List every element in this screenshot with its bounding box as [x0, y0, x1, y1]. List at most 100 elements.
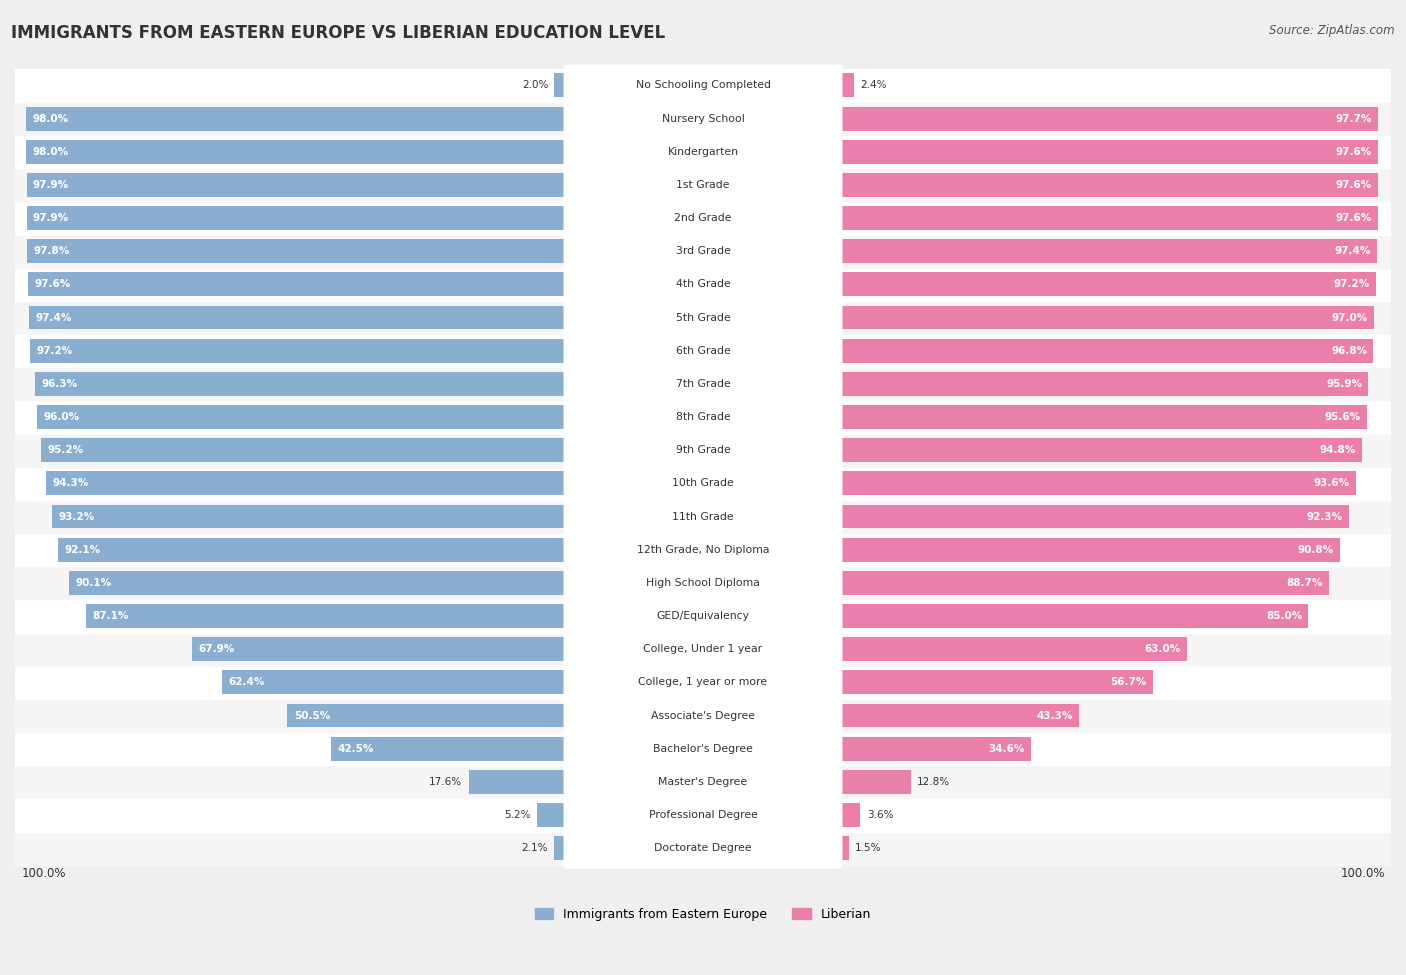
FancyBboxPatch shape — [564, 64, 842, 106]
Bar — [287, 704, 565, 727]
Bar — [841, 770, 911, 794]
Bar — [15, 136, 1391, 169]
Bar — [15, 832, 1391, 865]
Text: 95.6%: 95.6% — [1324, 412, 1361, 422]
Text: 2.4%: 2.4% — [860, 80, 887, 91]
Text: Associate's Degree: Associate's Degree — [651, 711, 755, 721]
Text: Professional Degree: Professional Degree — [648, 810, 758, 820]
Text: 97.6%: 97.6% — [1336, 180, 1371, 190]
Bar — [15, 268, 1391, 301]
FancyBboxPatch shape — [564, 795, 842, 836]
FancyBboxPatch shape — [564, 330, 842, 371]
Bar — [841, 638, 1187, 661]
Bar — [15, 533, 1391, 566]
Bar — [86, 604, 565, 628]
Text: 96.0%: 96.0% — [44, 412, 79, 422]
Bar — [15, 169, 1391, 202]
Bar — [841, 472, 1355, 495]
Text: 97.2%: 97.2% — [1333, 280, 1369, 290]
FancyBboxPatch shape — [564, 164, 842, 206]
FancyBboxPatch shape — [564, 397, 842, 438]
Bar — [46, 472, 565, 495]
Text: 17.6%: 17.6% — [429, 777, 463, 787]
Bar — [27, 206, 565, 230]
Text: 97.6%: 97.6% — [35, 280, 70, 290]
Bar — [554, 837, 565, 860]
Bar — [69, 571, 565, 595]
Text: 5th Grade: 5th Grade — [676, 313, 730, 323]
Text: 97.6%: 97.6% — [1336, 214, 1371, 223]
Legend: Immigrants from Eastern Europe, Liberian: Immigrants from Eastern Europe, Liberian — [530, 903, 876, 925]
Bar — [841, 173, 1378, 197]
Bar — [841, 206, 1378, 230]
Text: 94.3%: 94.3% — [52, 479, 89, 488]
Text: 94.8%: 94.8% — [1320, 446, 1357, 455]
FancyBboxPatch shape — [564, 563, 842, 604]
Text: 12th Grade, No Diploma: 12th Grade, No Diploma — [637, 545, 769, 555]
Text: 12.8%: 12.8% — [917, 777, 950, 787]
Bar — [15, 732, 1391, 765]
FancyBboxPatch shape — [564, 629, 842, 670]
Text: 88.7%: 88.7% — [1286, 578, 1323, 588]
Text: 97.9%: 97.9% — [32, 180, 69, 190]
Text: 1.5%: 1.5% — [855, 843, 882, 853]
FancyBboxPatch shape — [564, 728, 842, 769]
Text: 42.5%: 42.5% — [337, 744, 374, 754]
Text: Source: ZipAtlas.com: Source: ZipAtlas.com — [1270, 24, 1395, 37]
Text: Bachelor's Degree: Bachelor's Degree — [652, 744, 754, 754]
FancyBboxPatch shape — [564, 496, 842, 537]
Bar — [37, 405, 565, 429]
Text: 93.6%: 93.6% — [1313, 479, 1350, 488]
Text: College, 1 year or more: College, 1 year or more — [638, 678, 768, 687]
FancyBboxPatch shape — [564, 230, 842, 272]
Text: 3rd Grade: 3rd Grade — [675, 247, 731, 256]
Text: 67.9%: 67.9% — [198, 644, 235, 654]
Bar — [15, 368, 1391, 401]
Bar — [841, 405, 1367, 429]
Bar — [841, 73, 853, 98]
Bar — [15, 202, 1391, 235]
Text: 100.0%: 100.0% — [21, 867, 66, 879]
Text: 63.0%: 63.0% — [1144, 644, 1181, 654]
Bar — [15, 600, 1391, 633]
Text: 50.5%: 50.5% — [294, 711, 330, 721]
Text: Doctorate Degree: Doctorate Degree — [654, 843, 752, 853]
Bar — [841, 704, 1078, 727]
Text: 92.1%: 92.1% — [65, 545, 101, 555]
FancyBboxPatch shape — [564, 529, 842, 570]
Bar — [27, 173, 565, 197]
Text: 4th Grade: 4th Grade — [676, 280, 730, 290]
Text: 43.3%: 43.3% — [1036, 711, 1073, 721]
Text: 96.8%: 96.8% — [1331, 346, 1367, 356]
Bar — [52, 505, 565, 528]
Text: 7th Grade: 7th Grade — [676, 379, 730, 389]
Bar — [15, 434, 1391, 467]
Bar — [537, 803, 565, 827]
Bar — [15, 235, 1391, 268]
FancyBboxPatch shape — [564, 197, 842, 239]
Bar — [15, 334, 1391, 368]
Bar — [41, 439, 565, 462]
Text: College, Under 1 year: College, Under 1 year — [644, 644, 762, 654]
Text: 93.2%: 93.2% — [59, 512, 94, 522]
Text: 2.0%: 2.0% — [522, 80, 548, 91]
Bar — [841, 571, 1329, 595]
FancyBboxPatch shape — [564, 695, 842, 736]
Bar — [841, 604, 1309, 628]
Bar — [332, 737, 565, 760]
FancyBboxPatch shape — [564, 363, 842, 405]
Text: 87.1%: 87.1% — [93, 611, 128, 621]
Text: 85.0%: 85.0% — [1265, 611, 1302, 621]
Text: 3.6%: 3.6% — [866, 810, 893, 820]
Text: 97.0%: 97.0% — [1331, 313, 1368, 323]
Bar — [554, 73, 565, 98]
Text: 97.7%: 97.7% — [1336, 113, 1372, 124]
Bar — [191, 638, 565, 661]
Text: 97.4%: 97.4% — [1334, 247, 1371, 256]
Bar — [15, 301, 1391, 334]
Text: 90.8%: 90.8% — [1298, 545, 1334, 555]
FancyBboxPatch shape — [564, 131, 842, 173]
Text: 100.0%: 100.0% — [1340, 867, 1385, 879]
FancyBboxPatch shape — [564, 296, 842, 338]
Text: 96.3%: 96.3% — [42, 379, 77, 389]
